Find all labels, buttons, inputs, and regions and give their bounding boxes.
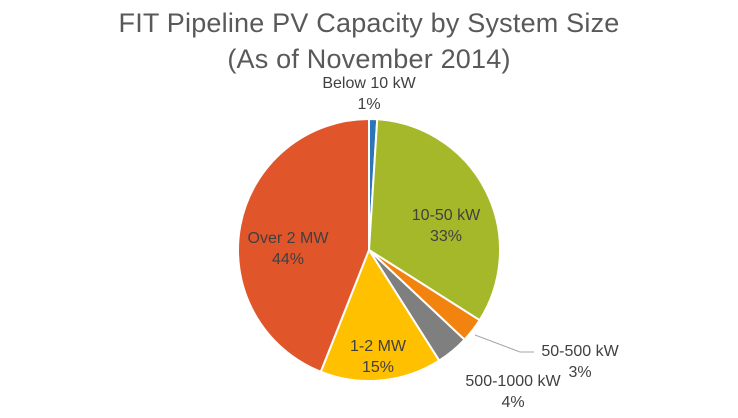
data-label-pct-over-2-mw: 44% <box>272 251 304 268</box>
data-label-pct-10-50-kw: 33% <box>430 228 462 245</box>
data-label-name-over-2-mw: Over 2 MW <box>248 230 330 247</box>
pie-slice-over-2-mw <box>237 117 370 374</box>
data-label-pct-50-500-kw: 3% <box>568 364 591 381</box>
leader-line-50-500-kw <box>474 334 534 353</box>
data-label-pct-below-10-kw: 1% <box>357 96 380 113</box>
chart-title-line-2: (As of November 2014) <box>227 44 511 74</box>
data-label-name-below-10-kw: Below 10 kW <box>322 75 416 92</box>
pie-slice-1-2-mw <box>319 247 441 382</box>
data-label-pct-500-1000-kw: 4% <box>501 394 524 411</box>
chart-title-line-1: FIT Pipeline PV Capacity by System Size <box>118 8 620 38</box>
data-label-name-1-2-mw: 1-2 MW <box>350 338 407 355</box>
data-label-name-500-1000-kw: 500-1000 kW <box>465 373 561 390</box>
data-label-pct-1-2-mw: 15% <box>362 359 394 376</box>
data-label-name-50-500-kw: 50-500 kW <box>541 343 619 360</box>
data-label-name-10-50-kw: 10-50 kW <box>412 207 481 224</box>
